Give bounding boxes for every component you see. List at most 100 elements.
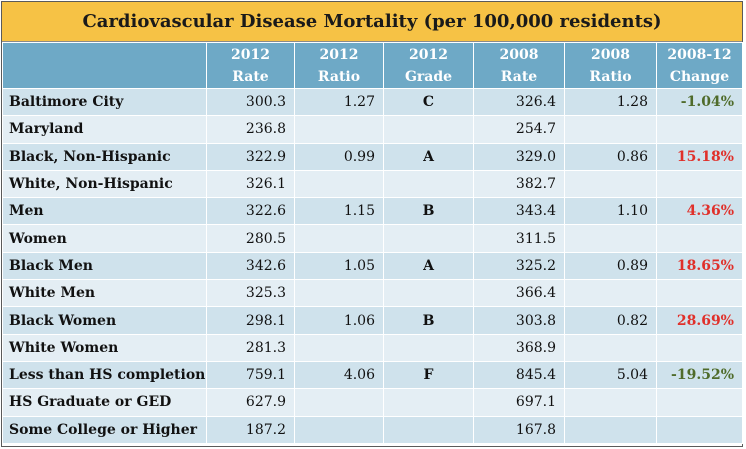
ratio-2008-cell: 0.82 — [564, 306, 657, 335]
table-row: Some College or Higher 187.2 167.8 — [2, 415, 743, 444]
ratio-2012-cell: 1.15 — [294, 197, 384, 226]
table-row: White Men 325.3 366.4 — [2, 279, 743, 308]
table-row: Women 280.5 311.5 — [2, 224, 743, 253]
rate-2012-cell: 300.3 — [206, 87, 295, 117]
change-cell — [656, 415, 743, 444]
grade-2012-cell — [383, 224, 474, 253]
grade-2012-cell — [383, 169, 474, 199]
row-label: Black Women — [2, 306, 207, 335]
change-cell — [656, 279, 743, 308]
rate-2008-cell: 303.8 — [473, 306, 565, 335]
row-label: Maryland — [2, 115, 207, 144]
header-label-column — [2, 42, 207, 89]
row-label: Some College or Higher — [2, 415, 207, 444]
header-ratio-2012: 2012 Ratio — [294, 42, 384, 89]
ratio-2012-cell: 1.05 — [294, 251, 384, 281]
change-cell: 4.36% — [656, 197, 743, 226]
table-row: Baltimore City 300.3 1.27 C 326.4 1.28 -1.04% — [2, 87, 743, 117]
change-cell: -19.52% — [656, 360, 743, 390]
rate-2012-cell: 322.6 — [206, 197, 295, 226]
ratio-2008-cell: 0.86 — [564, 142, 657, 171]
rate-2012-cell: 298.1 — [206, 306, 295, 335]
ratio-2008-cell — [564, 279, 657, 308]
ratio-2008-cell — [564, 388, 657, 417]
row-label: Women — [2, 224, 207, 253]
change-cell: 15.18% — [656, 142, 743, 171]
ratio-2008-cell: 5.04 — [564, 360, 657, 390]
rate-2008-cell: 326.4 — [473, 87, 565, 117]
header-grade-2012: 2012 Grade — [383, 42, 474, 89]
ratio-2012-cell — [294, 279, 384, 308]
ratio-2012-cell — [294, 415, 384, 444]
header-rate-2012: 2012 Rate — [206, 42, 295, 89]
ratio-2012-cell: 1.06 — [294, 306, 384, 335]
row-label: Men — [2, 197, 207, 226]
ratio-2008-cell — [564, 415, 657, 444]
rate-2012-cell: 759.1 — [206, 360, 295, 390]
ratio-2012-cell — [294, 388, 384, 417]
mortality-table: 2012 Rate 2012 Ratio 2012 Grade 2008 Rate 20… — [2, 42, 743, 444]
grade-2012-cell: A — [383, 251, 474, 281]
rate-2008-cell: 368.9 — [473, 333, 565, 362]
rate-2012-cell: 325.3 — [206, 279, 295, 308]
ratio-2008-cell: 0.89 — [564, 251, 657, 281]
grade-2012-cell: A — [383, 142, 474, 171]
table-row: Less than HS completion 759.1 4.06 F 845.4 5.… — [2, 360, 743, 390]
rate-2008-cell: 254.7 — [473, 115, 565, 144]
rate-2008-cell: 366.4 — [473, 279, 565, 308]
rate-2008-cell: 329.0 — [473, 142, 565, 171]
grade-2012-cell — [383, 333, 474, 362]
ratio-2008-cell — [564, 333, 657, 362]
table-row: Black, Non-Hispanic 322.9 0.99 A 329.0 0.86 15… — [2, 142, 743, 171]
ratio-2012-cell — [294, 115, 384, 144]
grade-2012-cell: F — [383, 360, 474, 390]
ratio-2008-cell — [564, 224, 657, 253]
change-cell — [656, 224, 743, 253]
rate-2008-cell: 325.2 — [473, 251, 565, 281]
change-cell: -1.04% — [656, 87, 743, 117]
grade-2012-cell — [383, 388, 474, 417]
header-row: 2012 Rate 2012 Ratio 2012 Grade 2008 Rate 20… — [2, 42, 743, 89]
rate-2008-cell: 697.1 — [473, 388, 565, 417]
ratio-2012-cell — [294, 169, 384, 199]
change-cell — [656, 388, 743, 417]
change-cell — [656, 115, 743, 144]
ratio-2012-cell: 1.27 — [294, 87, 384, 117]
grade-2012-cell: C — [383, 87, 474, 117]
table-row: Men 322.6 1.15 B 343.4 1.10 4.36% — [2, 197, 743, 226]
ratio-2008-cell — [564, 169, 657, 199]
table-row: Black Women 298.1 1.06 B 303.8 0.82 28.69% — [2, 306, 743, 335]
rate-2012-cell: 322.9 — [206, 142, 295, 171]
header-change: 2008-12 Change — [656, 42, 743, 89]
ratio-2012-cell: 4.06 — [294, 360, 384, 390]
ratio-2008-cell — [564, 115, 657, 144]
row-label: White, Non-Hispanic — [2, 169, 207, 199]
grade-2012-cell — [383, 415, 474, 444]
table-row: Black Men 342.6 1.05 A 325.2 0.89 18.65% — [2, 251, 743, 281]
row-label: Baltimore City — [2, 87, 207, 117]
table-row: HS Graduate or GED 627.9 697.1 — [2, 388, 743, 417]
ratio-2008-cell: 1.10 — [564, 197, 657, 226]
table-title: Cardiovascular Disease Mortality (per 10… — [2, 2, 742, 42]
change-cell — [656, 333, 743, 362]
ratio-2012-cell — [294, 224, 384, 253]
header-ratio-2008: 2008 Ratio — [564, 42, 657, 89]
row-label: White Women — [2, 333, 207, 362]
rate-2012-cell: 236.8 — [206, 115, 295, 144]
change-cell — [656, 169, 743, 199]
rate-2008-cell: 167.8 — [473, 415, 565, 444]
ratio-2012-cell: 0.99 — [294, 142, 384, 171]
rate-2012-cell: 281.3 — [206, 333, 295, 362]
table-row: White, Non-Hispanic 326.1 382.7 — [2, 169, 743, 199]
rate-2008-cell: 845.4 — [473, 360, 565, 390]
ratio-2008-cell: 1.28 — [564, 87, 657, 117]
change-cell: 28.69% — [656, 306, 743, 335]
row-label: White Men — [2, 279, 207, 308]
ratio-2012-cell — [294, 333, 384, 362]
header-rate-2008: 2008 Rate — [473, 42, 565, 89]
row-label: Black, Non-Hispanic — [2, 142, 207, 171]
rate-2012-cell: 326.1 — [206, 169, 295, 199]
rate-2008-cell: 311.5 — [473, 224, 565, 253]
rate-2012-cell: 342.6 — [206, 251, 295, 281]
